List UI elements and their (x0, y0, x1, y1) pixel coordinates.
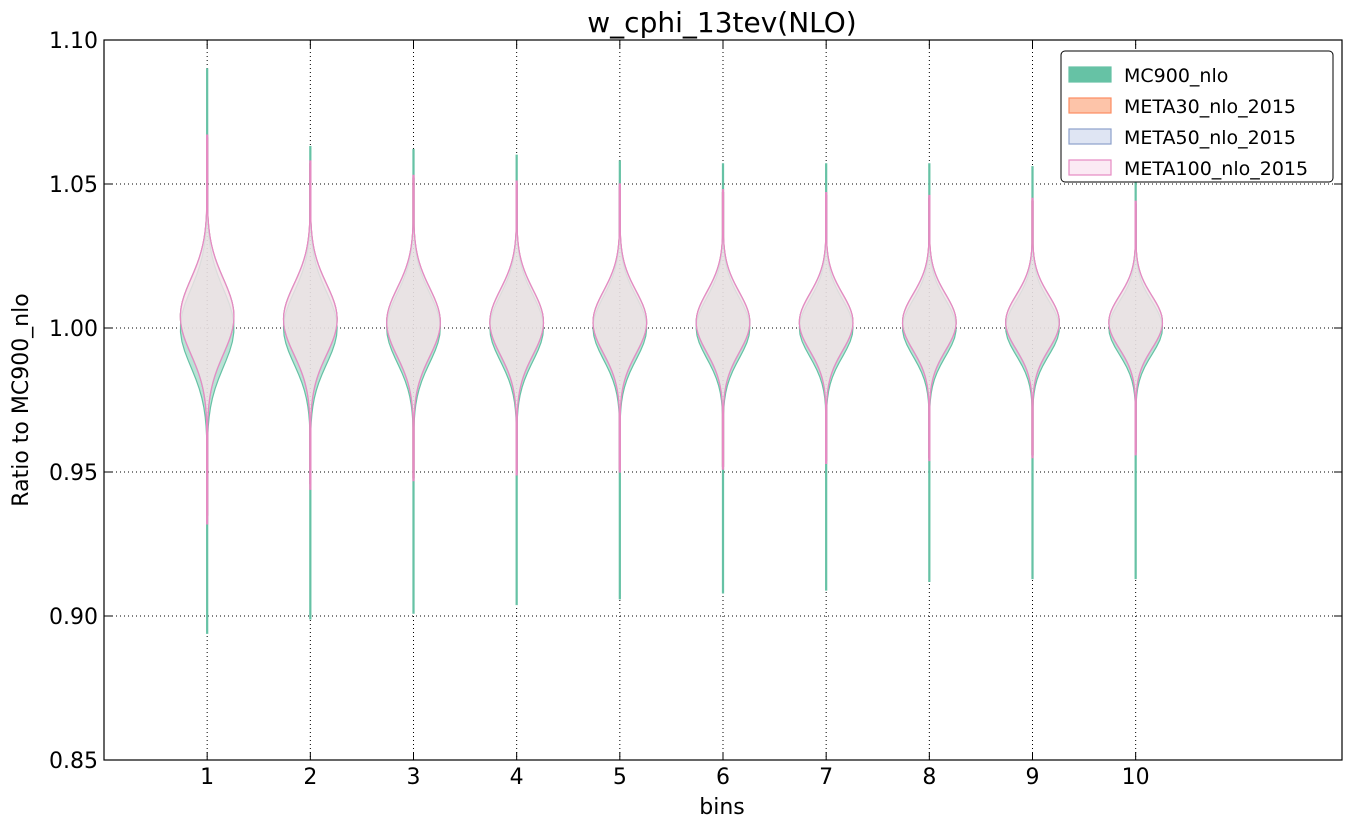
legend-swatch-META30_nlo_2015 (1068, 97, 1112, 114)
legend-label-META30_nlo_2015: META30_nlo_2015 (1124, 96, 1296, 118)
violin-META100_nlo_2015-bin-9 (1005, 197, 1060, 459)
x-tick-label-7: 7 (819, 765, 833, 790)
violin-META100_nlo_2015-bin-10 (1108, 200, 1164, 456)
x-axis-label: bins (699, 795, 744, 820)
violin-META100_nlo_2015-bin-1 (179, 134, 235, 525)
legend-box (1060, 50, 1334, 183)
legend-swatch-MC900_nlo (1068, 66, 1112, 83)
chart-title: w_cphi_13tev(NLO) (587, 6, 856, 39)
x-tick-label-10: 10 (1122, 765, 1150, 790)
violin-META100_nlo_2015-bin-8 (901, 194, 957, 462)
legend: MC900_nlo META30_nlo_2015 META50_nlo_2015 M… (1060, 50, 1334, 183)
y-tick-label-5: 1.10 (49, 29, 98, 54)
violin-META100_nlo_2015-bin-7 (798, 192, 854, 464)
x-tick-label-1: 1 (200, 765, 214, 790)
x-tick-label-4: 4 (510, 765, 524, 790)
y-tick-label-2: 0.95 (49, 461, 98, 486)
x-tick-label-6: 6 (716, 765, 730, 790)
x-tick-label-3: 3 (407, 765, 421, 790)
violin-META100_nlo_2015-bin-2 (282, 160, 338, 490)
x-tick-label-5: 5 (613, 765, 627, 790)
legend-swatch-META50_nlo_2015 (1068, 128, 1112, 145)
violin-META100_nlo_2015-bin-5 (592, 183, 648, 473)
legend-swatch-META100_nlo_2015 (1068, 159, 1112, 176)
y-axis-label: Ratio to MC900_nlo (9, 293, 34, 506)
violin-META100_nlo_2015-bin-6 (695, 189, 751, 470)
series-META100_nlo_2015 (179, 134, 1164, 525)
violins (179, 68, 1164, 634)
legend-label-META50_nlo_2015: META50_nlo_2015 (1124, 127, 1296, 149)
y-tick-label-3: 1.00 (49, 317, 98, 342)
violin-META100_nlo_2015-bin-4 (489, 180, 545, 476)
axes: 0.85 0.90 0.95 1.00 1.05 1.10 1 2 3 4 5 6 7 8 9 10 (49, 29, 1343, 790)
x-tick-label-8: 8 (922, 765, 936, 790)
y-tick-label-1: 0.90 (49, 605, 98, 630)
y-tick-label-4: 1.05 (49, 173, 98, 198)
x-tick-label-2: 2 (303, 765, 317, 790)
y-tick-label-0: 0.85 (49, 749, 98, 774)
legend-label-MC900_nlo: MC900_nlo (1124, 65, 1228, 87)
x-tick-label-9: 9 (1026, 765, 1040, 790)
violin-META100_nlo_2015-bin-3 (386, 174, 441, 482)
legend-label-META100_nlo_2015: META100_nlo_2015 (1124, 158, 1308, 180)
